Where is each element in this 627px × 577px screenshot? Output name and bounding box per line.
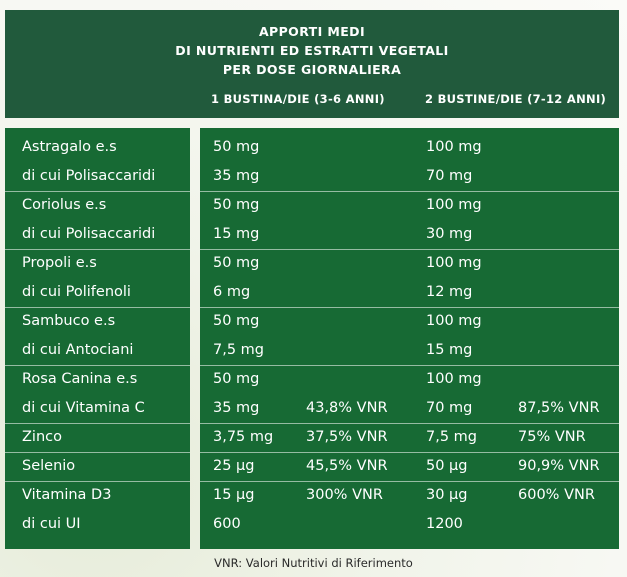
table-row-label: Selenio bbox=[5, 452, 190, 481]
table-row-values: 3,75 mg 37,5% VNR 7,5 mg 75% VNR bbox=[200, 423, 619, 452]
header-title-line-1: APPORTI MEDI bbox=[258, 24, 366, 39]
nutrient-label: Astragalo e.s bbox=[22, 139, 117, 155]
dose-1-bustina: 35 mg bbox=[213, 400, 260, 416]
dose-1-bustina: 35 mg bbox=[213, 168, 260, 184]
table-row-label: Coriolus e.s bbox=[5, 191, 190, 220]
nutrient-label: Sambuco e.s bbox=[22, 313, 116, 329]
footnote: VNR: Valori Nutritivi di Riferimento bbox=[214, 556, 413, 570]
dose-2-bustine: 12 mg bbox=[426, 284, 473, 300]
table-row-values: 7,5 mg 15 mg bbox=[200, 336, 619, 365]
dose-1-bustina: 6 mg bbox=[213, 284, 251, 300]
table-row-values: 50 mg 100 mg bbox=[200, 365, 619, 394]
table-row-label: Astragalo e.s bbox=[5, 133, 190, 162]
dose-2-bustine: 100 mg bbox=[426, 313, 482, 329]
table-row-values: 25 µg 45,5% VNR 50 µg 90,9% VNR bbox=[200, 452, 619, 481]
header-title-line-3: PER DOSE GIORNALIERA bbox=[222, 62, 402, 77]
nutrient-label: Zinco bbox=[22, 429, 62, 445]
dose-1-bustina: 3,75 mg bbox=[213, 429, 274, 445]
table-row-values: 50 mg 100 mg bbox=[200, 307, 619, 336]
column-header-2-bustine: 2 BUSTINE/DIE (7-12 ANNI) bbox=[425, 92, 607, 106]
vnr-1-bustina: 300% VNR bbox=[306, 487, 383, 503]
dose-1-bustina: 15 mg bbox=[213, 226, 260, 242]
table-row-values: 35 mg 70 mg bbox=[200, 162, 619, 191]
dose-2-bustine: 30 µg bbox=[426, 487, 468, 503]
table-row-values: 50 mg 100 mg bbox=[200, 133, 619, 162]
vnr-2-bustine: 600% VNR bbox=[518, 487, 595, 503]
dose-2-bustine: 1200 bbox=[426, 516, 463, 532]
nutrient-label: di cui Polifenoli bbox=[22, 284, 131, 300]
vnr-2-bustine: 87,5% VNR bbox=[518, 400, 600, 416]
dose-2-bustine: 100 mg bbox=[426, 371, 482, 387]
table-row-label: di cui Antociani bbox=[5, 336, 190, 365]
nutrient-label: Rosa Canina e.s bbox=[22, 371, 138, 387]
table-row-values: 50 mg 100 mg bbox=[200, 191, 619, 220]
table-row-label: di cui UI bbox=[5, 510, 190, 539]
dose-2-bustine: 70 mg bbox=[426, 168, 473, 184]
nutrient-label: Propoli e.s bbox=[22, 255, 97, 271]
nutrient-label: di cui UI bbox=[22, 516, 81, 532]
vnr-1-bustina: 43,8% VNR bbox=[306, 400, 388, 416]
dose-2-bustine: 30 mg bbox=[426, 226, 473, 242]
nutrient-label: Vitamina D3 bbox=[22, 487, 112, 503]
dose-1-bustina: 25 µg bbox=[213, 458, 255, 474]
table-row-label: di cui Polifenoli bbox=[5, 278, 190, 307]
nutrient-label: di cui Polisaccaridi bbox=[22, 168, 156, 184]
vnr-1-bustina: 45,5% VNR bbox=[306, 458, 388, 474]
dose-1-bustina: 50 mg bbox=[213, 313, 260, 329]
dose-2-bustine: 100 mg bbox=[426, 197, 482, 213]
header-title-line-2: DI NUTRIENTI ED ESTRATTI VEGETALI bbox=[175, 43, 449, 58]
dose-1-bustina: 50 mg bbox=[213, 197, 260, 213]
nutrient-label: Coriolus e.s bbox=[22, 197, 107, 213]
dose-2-bustine: 100 mg bbox=[426, 139, 482, 155]
nutrient-label: di cui Polisaccaridi bbox=[22, 226, 156, 242]
dose-2-bustine: 100 mg bbox=[426, 255, 482, 271]
dose-2-bustine: 7,5 mg bbox=[426, 429, 477, 445]
table-row-values: 50 mg 100 mg bbox=[200, 249, 619, 278]
table-row-values: 6 mg 12 mg bbox=[200, 278, 619, 307]
table-header: APPORTI MEDI DI NUTRIENTI ED ESTRATTI VE… bbox=[5, 10, 619, 118]
nutrient-label: di cui Antociani bbox=[22, 342, 134, 358]
nutrient-label: Selenio bbox=[22, 458, 76, 474]
dose-1-bustina: 50 mg bbox=[213, 371, 260, 387]
vnr-2-bustine: 75% VNR bbox=[518, 429, 586, 445]
table-row-values: 15 mg 30 mg bbox=[200, 220, 619, 249]
dosage-values-panel: 50 mg 100 mg 35 mg 70 mg 50 mg 100 mg 15 mg 30 … bbox=[200, 128, 619, 549]
table-row-label: Sambuco e.s bbox=[5, 307, 190, 336]
table-row-values: 15 µg 300% VNR 30 µg 600% VNR bbox=[200, 481, 619, 510]
table-row-values: 600 1200 bbox=[200, 510, 619, 539]
table-row-label: Vitamina D3 bbox=[5, 481, 190, 510]
table-row-label: Rosa Canina e.s bbox=[5, 365, 190, 394]
table-row-label: di cui Polisaccaridi bbox=[5, 220, 190, 249]
table-row-values: 35 mg 43,8% VNR 70 mg 87,5% VNR bbox=[200, 394, 619, 423]
dose-2-bustine: 15 mg bbox=[426, 342, 473, 358]
table-row-label: Zinco bbox=[5, 423, 190, 452]
table-row-label: di cui Vitamina C bbox=[5, 394, 190, 423]
nutrient-label-panel: Astragalo e.s di cui Polisaccaridi Coriolu… bbox=[5, 128, 190, 549]
vnr-2-bustine: 90,9% VNR bbox=[518, 458, 600, 474]
table-row-label: Propoli e.s bbox=[5, 249, 190, 278]
column-header-1-bustina: 1 BUSTINA/DIE (3-6 ANNI) bbox=[211, 92, 385, 106]
table-row-label: di cui Polisaccaridi bbox=[5, 162, 190, 191]
dose-2-bustine: 70 mg bbox=[426, 400, 473, 416]
dose-1-bustina: 50 mg bbox=[213, 139, 260, 155]
dose-1-bustina: 15 µg bbox=[213, 487, 255, 503]
vnr-1-bustina: 37,5% VNR bbox=[306, 429, 388, 445]
dose-1-bustina: 600 bbox=[213, 516, 241, 532]
dose-1-bustina: 50 mg bbox=[213, 255, 260, 271]
dose-1-bustina: 7,5 mg bbox=[213, 342, 264, 358]
dose-2-bustine: 50 µg bbox=[426, 458, 468, 474]
nutrient-label: di cui Vitamina C bbox=[22, 400, 145, 416]
